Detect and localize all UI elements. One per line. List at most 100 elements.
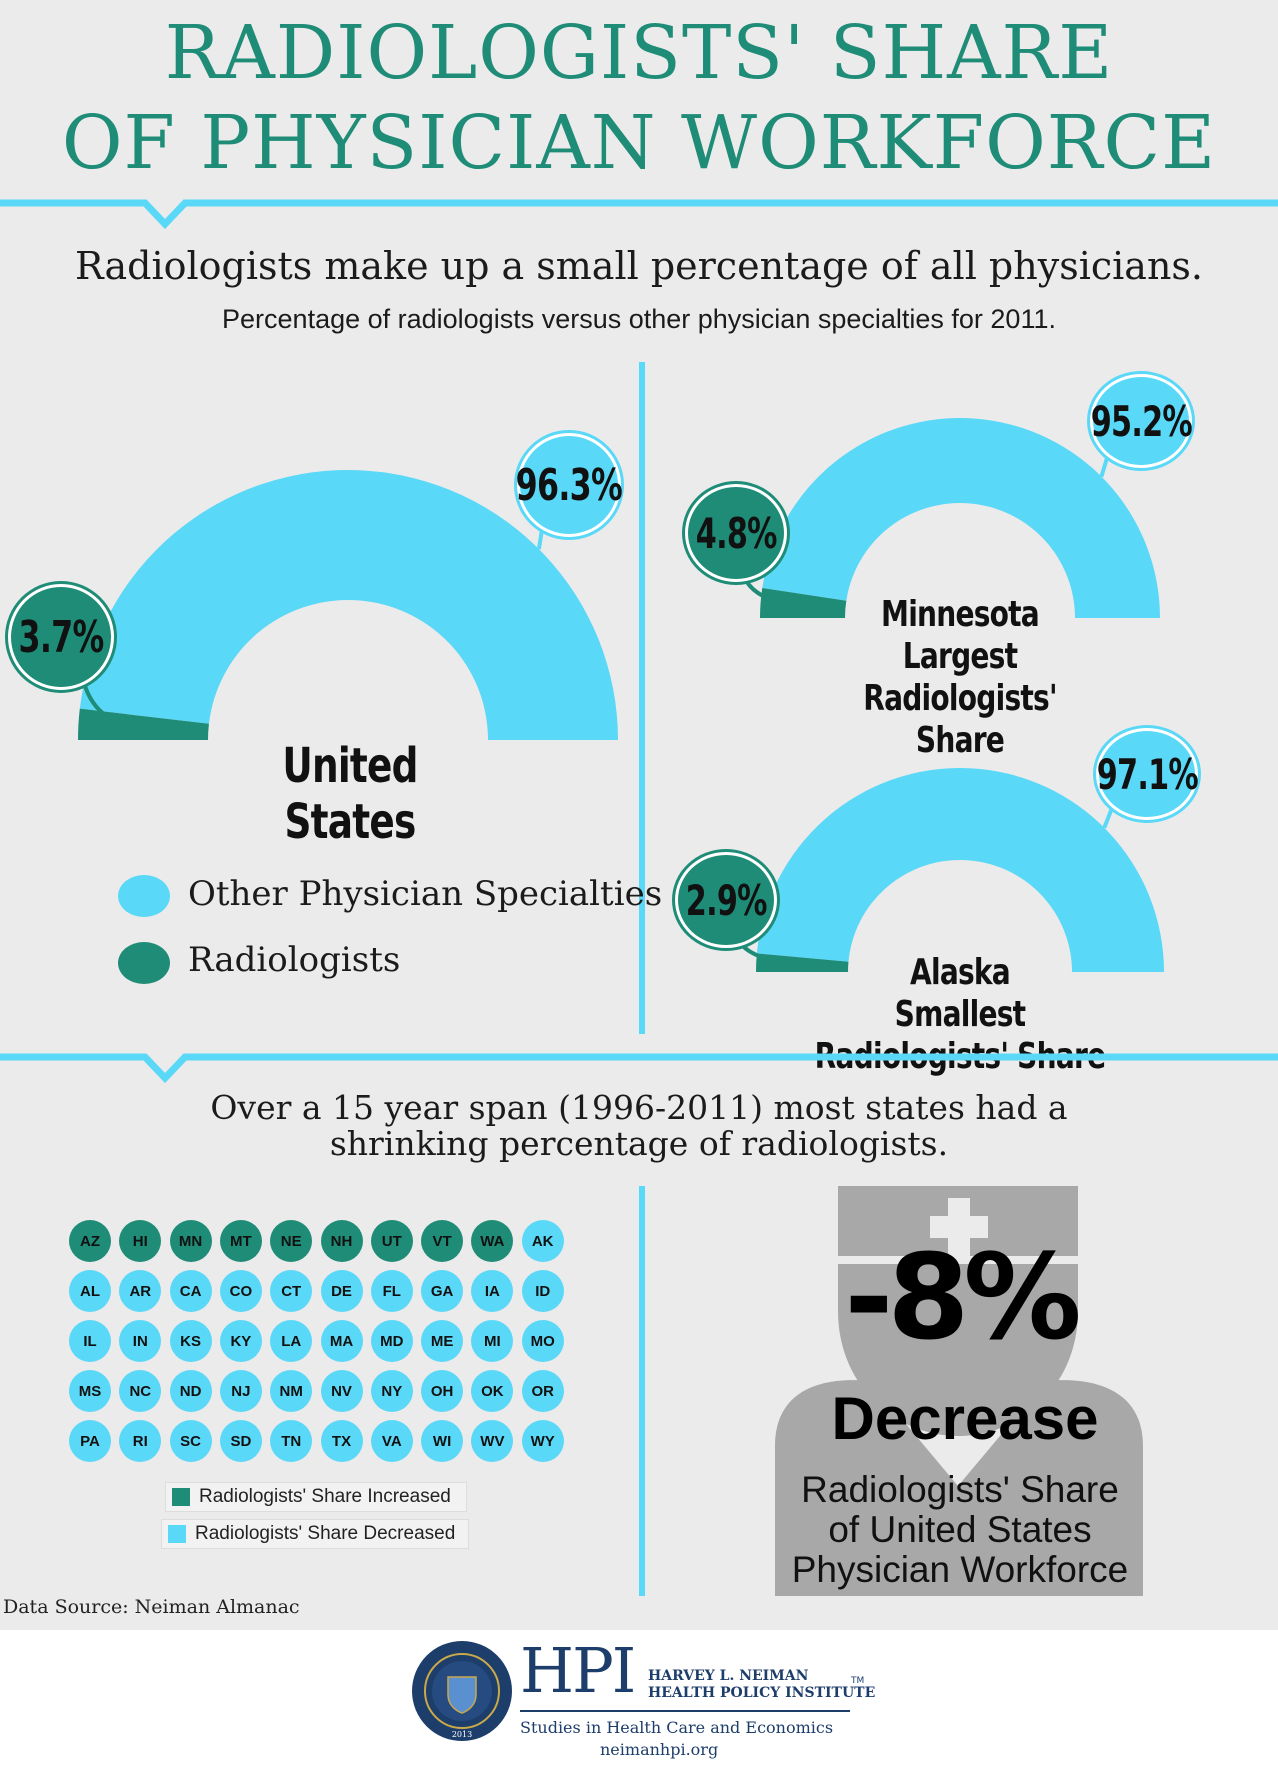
state-md: MD [370,1320,413,1362]
section-divider-top [0,199,1278,230]
legend-rad-swatch [118,942,170,984]
chart-ak-name: Alaska [910,952,1011,993]
state-wi: WI [421,1420,464,1462]
state-ok: OK [471,1370,514,1412]
legend-decreased: Radiologists' Share Decreased [161,1519,469,1549]
vertical-divider-2 [639,1186,645,1596]
state-al: AL [69,1270,111,1312]
section1-headline: Radiologists make up a small percentage … [75,244,1203,288]
chart-us-name: United States [282,738,418,850]
website-link[interactable]: neimanhpi.org [600,1740,719,1759]
title-line-1: RADIOLOGISTS' SHARE [164,10,1114,96]
chart-mn-label: Minnesota Largest Radiologists' Share [827,594,1092,762]
vertical-divider [639,362,645,1034]
mn-other-slice [762,418,1160,618]
state-grid: AZ HI MN MT NE NH UT VT WA AK AL AR CA CO CT DE FL GA IA ID… [69,1220,589,1480]
hpi-seal-icon: 2013 [412,1641,512,1741]
chart-minnesota [738,418,1160,618]
legend-decreased-label: Radiologists' Share Decreased [195,1523,456,1544]
svg-text:2013: 2013 [452,1730,472,1739]
state-tn: TN [270,1420,313,1462]
stat-desc-line3: Physician Workforce [791,1549,1129,1590]
state-il: IL [69,1320,111,1362]
legend-increased-swatch [172,1488,190,1506]
stat-desc-line1: Radiologists' Share [801,1469,1119,1510]
state-nm: NM [270,1370,313,1412]
doctor-icon [775,1186,1143,1596]
state-tx: TX [320,1420,363,1462]
stat-value: -8% [844,1228,1081,1366]
state-mo: MO [521,1320,564,1362]
state-la: LA [270,1320,313,1362]
state-ut: UT [370,1220,413,1262]
state-id: ID [521,1270,564,1312]
legend-other-swatch [118,875,170,917]
state-az: AZ [69,1220,111,1262]
state-or: OR [521,1370,564,1412]
state-mi: MI [471,1320,514,1362]
chart-alaska [731,768,1164,972]
state-ny: NY [370,1370,413,1412]
state-hi: HI [119,1220,162,1262]
chart-mn-name: Minnesota [881,594,1040,635]
legend-decreased-swatch [168,1525,186,1543]
us-other-slice [79,469,618,740]
org-name-line1: HARVEY L. NEIMAN [648,1668,809,1684]
state-oh: OH [421,1370,464,1412]
org-name: HARVEY L. NEIMAN HEALTH POLICY INSTITUTE [648,1668,875,1702]
state-ky: KY [219,1320,262,1362]
state-nj: NJ [219,1370,262,1412]
hpi-logo-text: HPI [520,1634,636,1707]
state-va: VA [370,1420,413,1462]
footer: 2013 HPI HARVEY L. NEIMAN HEALTH POLICY … [0,1630,1278,1778]
state-in: IN [119,1320,162,1362]
state-pa: PA [69,1420,111,1462]
state-mt: MT [219,1220,262,1262]
stat-description: Radiologists' Share of United States Phy… [770,1470,1150,1590]
ak-radiologists-slice [756,953,849,972]
stat-desc-line2: of United States [828,1509,1092,1550]
state-fl: FL [370,1270,413,1312]
section2-headline: Over a 15 year span (1996-2011) most sta… [0,1090,1278,1162]
section2-headline-line2: shrinking percentage of radiologists. [329,1124,949,1163]
ak-rad-bubble: 2.9% [675,852,777,948]
trademark: TM [851,1676,865,1686]
state-co: CO [219,1270,262,1312]
data-source: Data Source: Neiman Almanac [3,1596,300,1618]
legend-rad-label: Radiologists [188,940,401,980]
state-ct: CT [270,1270,313,1312]
state-mn: MN [169,1220,212,1262]
state-nv: NV [320,1370,363,1412]
state-sc: SC [169,1420,212,1462]
ak-other-bubble: 97.1% [1096,728,1198,820]
legend-increased-label: Radiologists' Share Increased [199,1486,451,1507]
state-wa: WA [471,1220,514,1262]
state-ne: NE [270,1220,313,1262]
state-nc: NC [119,1370,162,1412]
section1-subhead: Percentage of radiologists versus other … [222,304,1056,334]
section-divider-middle [0,1053,1278,1084]
chart-mn-subtitle: Largest Radiologists' Share [863,636,1057,761]
us-rad-bubble: 3.7% [8,584,114,690]
mn-rad-bubble: 4.8% [685,484,787,582]
state-ak: AK [521,1220,564,1262]
mn-radiologists-slice [760,587,847,618]
state-ia: IA [471,1270,514,1312]
mn-other-bubble: 95.2% [1090,374,1192,468]
state-ri: RI [119,1420,162,1462]
legend-increased: Radiologists' Share Increased [165,1482,467,1512]
state-nh: NH [320,1220,363,1262]
state-me: ME [421,1320,464,1362]
state-nd: ND [169,1370,212,1412]
state-ma: MA [320,1320,363,1362]
state-wy: WY [521,1420,564,1462]
state-ga: GA [421,1270,464,1312]
footer-rule [520,1710,850,1712]
page-title: RADIOLOGISTS' SHARE OF PHYSICIAN WORKFOR… [0,8,1278,188]
state-vt: VT [421,1220,464,1262]
state-de: DE [320,1270,363,1312]
stat-label: Decrease [831,1385,1099,1452]
state-sd: SD [219,1420,262,1462]
state-ms: MS [69,1370,111,1412]
state-ks: KS [169,1320,212,1362]
